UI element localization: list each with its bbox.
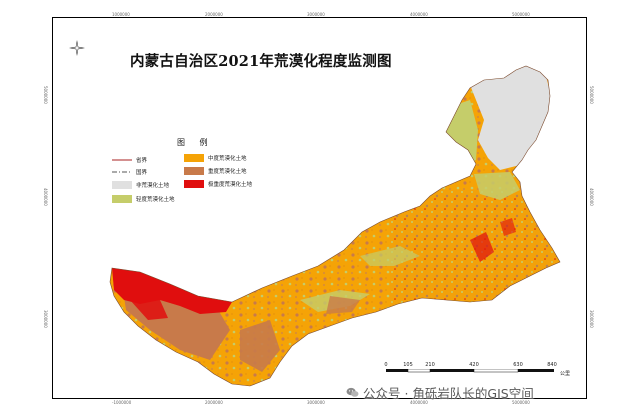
legend-label: 国界 [136,170,148,176]
swatch [184,154,204,162]
compass-rose-icon [69,40,85,56]
scale-bar: 0 105 210 420 630 840 公里 [384,362,570,382]
swatch [184,180,204,188]
line-symbol-icon [112,159,132,161]
bottom-tick: 2000000 [205,400,223,405]
swatch [184,167,204,175]
legend-item-national-boundary: 国界 [112,167,147,177]
legend-item-non-desertified: 非荒漠化土地 [112,180,169,190]
left-tick: 3000000 [43,310,48,328]
watermark: 公众号 · 角砾岩队长的GIS空间 [346,383,534,401]
right-tick: 3000000 [589,310,594,328]
top-tick: 2000000 [205,12,223,17]
bottom-tick: 4000000 [410,400,428,405]
right-tick: 4000000 [589,188,594,206]
legend-label: 省界 [136,158,148,164]
bottom-tick: 5000000 [512,400,530,405]
scale-label: 0 [384,362,388,368]
legend-label: 非荒漠化土地 [136,183,170,189]
bottom-tick: -1000000 [112,400,132,405]
top-tick: 1000000 [112,12,130,17]
left-tick: 5000000 [43,86,48,104]
legend-item-extreme: 极重度荒漠化土地 [184,179,252,189]
legend-label: 重度荒漠化土地 [208,169,247,175]
watermark-text: 公众号 · 角砾岩队长的GIS空间 [363,385,534,401]
scale-label: 210 [425,362,435,368]
scale-label: 840 [547,362,557,368]
legend-item-province-boundary: 省界 [112,155,147,165]
swatch [112,195,132,203]
legend-label: 极重度荒漠化土地 [208,182,253,188]
legend-item-severe: 重度荒漠化土地 [184,166,247,176]
legend-item-light: 轻度荒漠化土地 [112,194,175,204]
top-tick: 4000000 [410,12,428,17]
swatch [112,181,132,189]
legend-label: 轻度荒漠化土地 [136,197,175,203]
wechat-icon [346,387,359,397]
right-tick: 5000000 [589,86,594,104]
legend-title: 图 例 [177,138,214,147]
scale-label: 105 [403,362,413,368]
dashdot-line-icon [112,171,132,173]
map-title: 内蒙古自治区2021年荒漠化程度监测图 [130,53,392,70]
map-frame [52,17,587,399]
legend-label: 中度荒漠化土地 [208,156,247,162]
top-tick: 5000000 [512,12,530,17]
bottom-tick: 3000000 [307,400,325,405]
left-tick: 4000000 [43,188,48,206]
scale-label: 420 [469,362,479,368]
legend-item-moderate: 中度荒漠化土地 [184,153,247,163]
scale-bar-graphic [386,369,554,373]
scale-unit: 公里 [560,371,571,377]
top-tick: 3000000 [307,12,325,17]
scale-label: 630 [513,362,523,368]
